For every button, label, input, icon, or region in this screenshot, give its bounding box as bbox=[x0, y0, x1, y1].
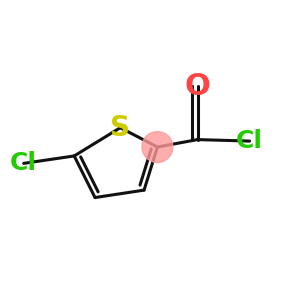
Text: Cl: Cl bbox=[10, 152, 37, 176]
Circle shape bbox=[142, 132, 173, 163]
Text: Cl: Cl bbox=[236, 129, 263, 153]
Text: S: S bbox=[110, 114, 130, 142]
Text: O: O bbox=[184, 72, 211, 101]
